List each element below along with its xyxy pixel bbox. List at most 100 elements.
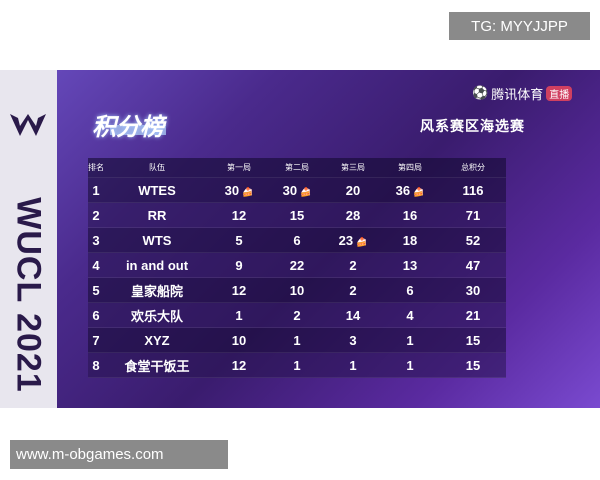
game-score-cell: 14: [326, 308, 380, 323]
cake-icon: 🍰: [300, 186, 312, 197]
game-score-cell-value: 22: [289, 257, 305, 273]
total-cell-value: 30: [465, 282, 481, 298]
team-cell-value: RR: [147, 207, 167, 223]
rank-cell-value: 2: [92, 207, 100, 223]
table-row: 1 WTES 30 🍰 30 🍰 20 36 🍰 116: [88, 178, 506, 203]
game-score-cell: 6: [268, 233, 326, 248]
game-score-cell-value: 1: [349, 357, 357, 373]
table-header: 排名 队伍 第一局 第二局 第三局 第四局 总积分: [88, 158, 506, 178]
game-score-cell-value: 10: [289, 282, 305, 298]
game-score-cell: 22: [268, 258, 326, 273]
game-score-cell-value: 16: [402, 207, 418, 223]
rank-cell: 2: [88, 208, 104, 223]
game-score-cell: 1: [268, 333, 326, 348]
rank-cell: 5: [88, 283, 104, 298]
game-score-cell-value: 20: [345, 182, 361, 198]
game-score-cell: 28: [326, 208, 380, 223]
total-cell: 71: [440, 208, 506, 223]
game-score-cell-value: 15: [289, 207, 305, 223]
title-underline: [110, 125, 166, 135]
total-cell-value: 71: [465, 207, 481, 223]
total-cell: 116: [440, 183, 506, 198]
game-score-cell: 5: [210, 233, 268, 248]
game-score-cell: 1: [268, 358, 326, 373]
game-score-cell-value: 1: [406, 332, 414, 348]
header-cell: 第一局: [227, 163, 251, 172]
rank-cell-value: 7: [92, 332, 100, 348]
table-row: 3 WTS 5 6 23 🍰 18 52: [88, 228, 506, 253]
total-cell: 15: [440, 333, 506, 348]
rank-cell-value: 8: [92, 357, 100, 373]
team-cell: WTES: [104, 183, 210, 198]
game-score-cell: 2: [326, 283, 380, 298]
game-score-cell-value: 2: [293, 307, 301, 323]
game-score-cell-value: 1: [293, 357, 301, 373]
total-cell: 52: [440, 233, 506, 248]
header-cell: 排名: [88, 163, 104, 172]
page-title: 积分榜: [92, 113, 164, 141]
game-score-cell-value: 14: [345, 307, 361, 323]
rank-cell-value: 6: [92, 307, 100, 323]
game-score-cell-value: 4: [406, 307, 414, 323]
game-score-cell-value: 9: [235, 257, 243, 273]
team-cell-value: 欢乐大队: [130, 308, 183, 324]
standings-table: 排名 队伍 第一局 第二局 第三局 第四局 总积分 1 WTES 30 🍰 30 🍰 20 3…: [88, 158, 506, 378]
side-banner: WUCL 2021: [0, 70, 57, 408]
header-cell: 第二局: [285, 163, 309, 172]
rank-cell: 7: [88, 333, 104, 348]
game-score-cell-value: 6: [293, 232, 301, 248]
game-score-cell-value: 36: [395, 182, 411, 198]
table-row: 5 皇家船院 12 10 2 6 30: [88, 278, 506, 303]
total-cell-value: 116: [462, 182, 484, 198]
game-score-cell: 1: [326, 358, 380, 373]
team-cell-value: WTES: [138, 182, 176, 198]
watermark-bottom: www.m-obgames.com: [10, 440, 228, 469]
wucl-logo-icon: [10, 114, 46, 136]
game-score-cell-value: 5: [235, 232, 243, 248]
game-score-cell: 36 🍰: [380, 183, 440, 198]
side-banner-text: WUCL 2021: [9, 197, 48, 393]
game-score-cell-value: 12: [231, 282, 247, 298]
total-cell-value: 47: [465, 257, 481, 273]
header-cell: 总积分: [461, 163, 485, 172]
game-score-cell: 30 🍰: [268, 183, 326, 198]
game-score-cell-value: 2: [349, 282, 357, 298]
header-cell: 队伍: [149, 163, 165, 172]
total-cell-value: 52: [465, 232, 481, 248]
total-cell: 21: [440, 308, 506, 323]
table-row: 8 食堂干饭王 12 1 1 1 15: [88, 353, 506, 378]
cake-icon: 🍰: [413, 186, 425, 197]
rank-cell: 4: [88, 258, 104, 273]
rank-cell: 6: [88, 308, 104, 323]
game-score-cell-value: 30: [224, 182, 240, 198]
team-cell-value: 食堂干饭王: [124, 358, 190, 374]
game-score-cell-value: 1: [406, 357, 414, 373]
game-score-cell: 30 🍰: [210, 183, 268, 198]
game-score-cell: 2: [268, 308, 326, 323]
game-score-cell: 15: [268, 208, 326, 223]
rank-cell: 3: [88, 233, 104, 248]
team-cell: 食堂干饭王: [104, 356, 210, 375]
subtitle: 风系赛区海选赛: [420, 119, 525, 135]
rank-cell-value: 4: [92, 257, 100, 273]
game-score-cell: 4: [380, 308, 440, 323]
game-score-cell-value: 3: [349, 332, 357, 348]
total-cell: 30: [440, 283, 506, 298]
game-score-cell: 2: [326, 258, 380, 273]
game-score-cell-value: 23: [338, 232, 354, 248]
game-score-cell-value: 10: [231, 332, 247, 348]
game-score-cell-value: 18: [402, 232, 418, 248]
total-cell-value: 15: [465, 332, 481, 348]
game-score-cell: 12: [210, 283, 268, 298]
game-score-cell: 23 🍰: [326, 233, 380, 248]
team-cell: 皇家船院: [104, 281, 210, 300]
table-row: 4 in and out 9 22 2 13 47: [88, 253, 506, 278]
team-cell-value: WTS: [142, 232, 172, 248]
game-score-cell-value: 12: [231, 357, 247, 373]
team-cell-value: in and out: [125, 257, 189, 273]
game-score-cell: 20: [326, 183, 380, 198]
team-cell: XYZ: [104, 333, 210, 348]
team-cell-value: XYZ: [144, 332, 170, 348]
game-score-cell-value: 2: [349, 257, 357, 273]
game-score-cell: 1: [380, 358, 440, 373]
